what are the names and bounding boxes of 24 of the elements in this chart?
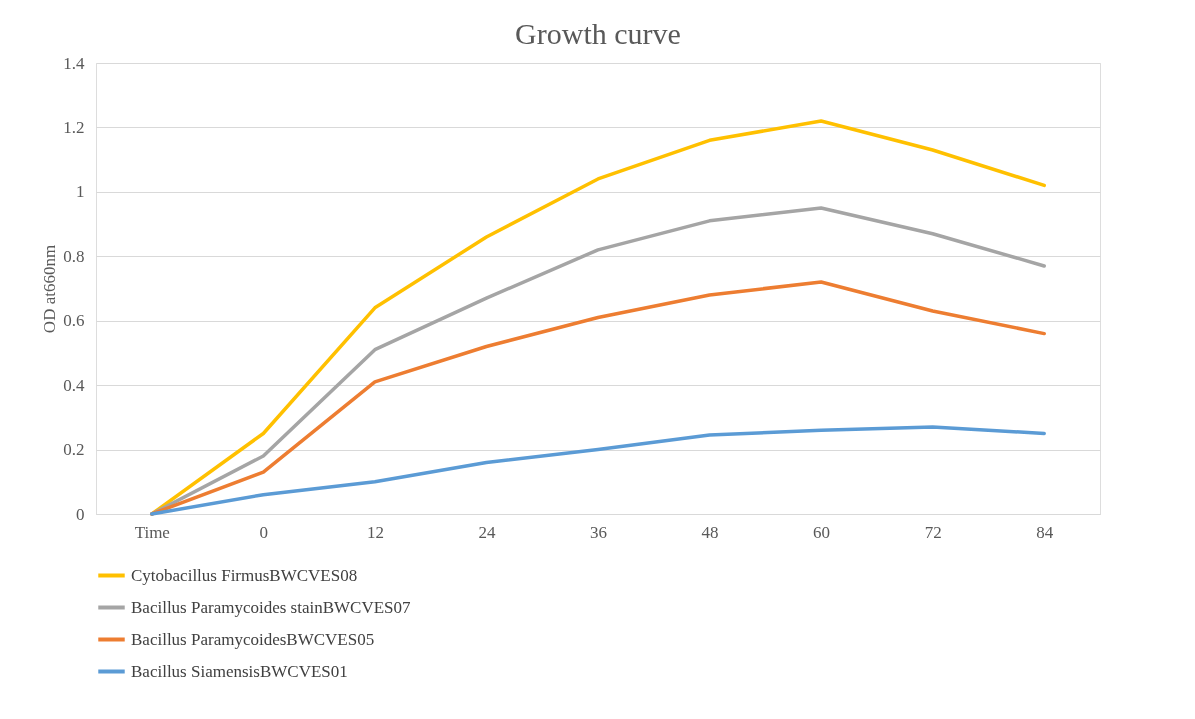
y-tick-label: 0 <box>76 504 85 524</box>
x-tick-label: 0 <box>259 522 269 542</box>
x-tick-label: 60 <box>813 522 831 542</box>
y-axis-title: OD at660nm <box>40 244 60 334</box>
y-tick-label: 0.2 <box>63 440 85 460</box>
chart-title: Growth curve <box>515 17 681 50</box>
x-tick-label: 12 <box>366 522 384 542</box>
x-tick-label: 84 <box>1036 522 1054 542</box>
y-tick-label: 0.8 <box>63 246 85 266</box>
y-tick-label: 1.4 <box>63 53 85 73</box>
y-tick-label: 1 <box>76 182 85 202</box>
x-tick-label: Time <box>134 522 170 542</box>
legend-label: Bacillus SiamensisBWCVES01 <box>131 661 348 681</box>
line-series <box>150 425 1046 516</box>
legend-label: Bacillus Paramycoides stainBWCVES07 <box>131 597 412 617</box>
y-tick-label: 0.4 <box>63 375 85 395</box>
x-tick-label: 48 <box>701 522 719 542</box>
y-tick-label: 0.6 <box>63 311 85 331</box>
legend-label: Cytobacillus FirmusBWCVES08 <box>131 565 358 585</box>
y-tick-label: 1.2 <box>63 117 85 137</box>
legend-label: Bacillus ParamycoidesBWCVES05 <box>131 629 375 649</box>
x-tick-label: 36 <box>590 522 607 542</box>
x-tick-label: 24 <box>478 522 496 542</box>
x-tick-label: 72 <box>924 522 942 542</box>
